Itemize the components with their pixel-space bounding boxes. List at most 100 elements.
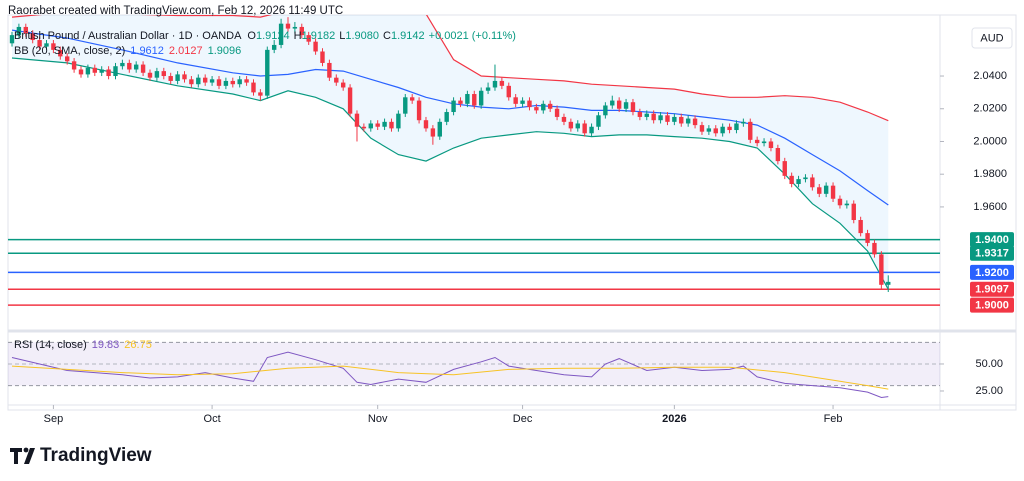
candle-body — [589, 126, 594, 134]
candle-body — [382, 121, 387, 127]
currency: AUD — [980, 32, 1003, 44]
y-tick-label: 25.00 — [975, 385, 1003, 397]
line-series — [11, 57, 889, 290]
candle-body — [886, 281, 891, 285]
candle-body — [478, 90, 484, 106]
legend-bb: BB (20, SMA, close, 2) 1.9612 2.0127 1.9096 — [14, 45, 241, 57]
candle-body — [879, 254, 884, 285]
candle-body — [741, 121, 746, 124]
candle-body — [637, 112, 643, 117]
candle-body — [347, 87, 353, 114]
candle-body — [127, 62, 132, 70]
candle-body — [844, 203, 850, 206]
candle-body — [306, 35, 311, 42]
candle-body — [485, 87, 491, 91]
candle-body — [679, 116, 684, 124]
candle-body — [375, 123, 380, 127]
candle-body — [209, 79, 215, 83]
candle-body — [692, 118, 698, 126]
candle-body — [78, 69, 84, 75]
candle-body — [713, 128, 718, 134]
candle-body — [161, 71, 166, 77]
candle-body — [534, 107, 539, 111]
frame — [7, 14, 1017, 411]
level-label-box — [970, 297, 1014, 313]
ohlc-key: O — [247, 30, 256, 42]
candle-body — [409, 97, 415, 101]
candle-body — [334, 77, 339, 83]
x-tick-label: 2026 — [662, 413, 686, 425]
candle-body — [354, 113, 360, 127]
logo-dot — [23, 447, 29, 453]
candle-body — [30, 33, 35, 41]
candle-body — [327, 62, 332, 78]
candle-body — [202, 77, 208, 83]
candle-body — [472, 94, 477, 106]
candle-body — [810, 177, 815, 188]
candle-body — [423, 120, 429, 129]
candle-body — [216, 79, 222, 86]
logo-text: TradingView — [40, 445, 152, 466]
level-label-box — [970, 264, 1014, 280]
x-tick-label: Nov — [368, 413, 388, 425]
candle-body — [817, 187, 822, 194]
candle-body — [237, 79, 242, 85]
candle-body — [803, 177, 808, 180]
ohlc-value: 1.9142 — [391, 30, 425, 42]
candle-body — [699, 125, 705, 132]
candle-body — [513, 97, 518, 104]
legend-rsi: RSI (14, close) 19.83 26.75 — [14, 339, 152, 351]
bb-value: 1.9096 — [208, 45, 242, 57]
candle-body — [403, 97, 408, 114]
candle-body — [389, 121, 394, 129]
candle-body — [361, 126, 367, 129]
y-tick-label: 50.00 — [975, 358, 1003, 370]
candle-body — [541, 103, 546, 111]
candle-body — [196, 77, 201, 85]
candle-body — [258, 92, 263, 96]
candle-body — [51, 43, 56, 50]
currency-box[interactable] — [971, 27, 1013, 49]
y-tick-label: 1.9600 — [973, 201, 1007, 213]
candle-body — [340, 82, 346, 88]
candle-body — [851, 203, 856, 221]
candle-body — [775, 148, 781, 162]
candle-body — [58, 49, 63, 57]
candle-body — [582, 123, 587, 134]
candle-body — [299, 26, 304, 36]
candle-body — [16, 26, 22, 36]
candle-body — [37, 40, 42, 47]
candle-body — [313, 41, 318, 52]
candle-body — [113, 66, 118, 77]
line-series — [11, 29, 889, 206]
candle-body — [706, 128, 712, 132]
candle-body — [727, 126, 732, 131]
candle-body — [520, 100, 525, 104]
candle-body — [561, 116, 567, 122]
candle-body — [748, 121, 753, 140]
candle-body — [823, 185, 829, 194]
candle-body — [858, 220, 863, 234]
rsi-value: 26.75 — [124, 339, 152, 351]
candle-body — [465, 94, 470, 104]
candle-body — [92, 67, 97, 73]
bb-name: BB (20, SMA, close, 2) — [14, 45, 125, 57]
candle-body — [651, 113, 656, 121]
candle-body — [147, 72, 153, 78]
ohlc-key: L — [339, 30, 345, 42]
candle-body — [23, 26, 29, 34]
candle-body — [320, 51, 325, 63]
level-label: 1.9200 — [975, 267, 1009, 279]
candle-body — [85, 67, 91, 75]
overlay: 1.9400 1.9317 1.9200 1.9097 1.9000 1.9600 1.98… — [14, 30, 1014, 425]
candle-body — [120, 62, 125, 67]
candle-body — [223, 80, 229, 86]
candle-body — [658, 115, 663, 121]
bb-value: 2.0127 — [169, 45, 203, 57]
candle-body — [499, 80, 505, 86]
candle-body — [789, 175, 794, 185]
candle-body — [133, 64, 139, 70]
candle-body — [154, 71, 160, 78]
legend-title: British Pound / Australian Dollar · 1D ·… — [14, 30, 242, 42]
ohlc-value: 1.9182 — [302, 30, 336, 42]
